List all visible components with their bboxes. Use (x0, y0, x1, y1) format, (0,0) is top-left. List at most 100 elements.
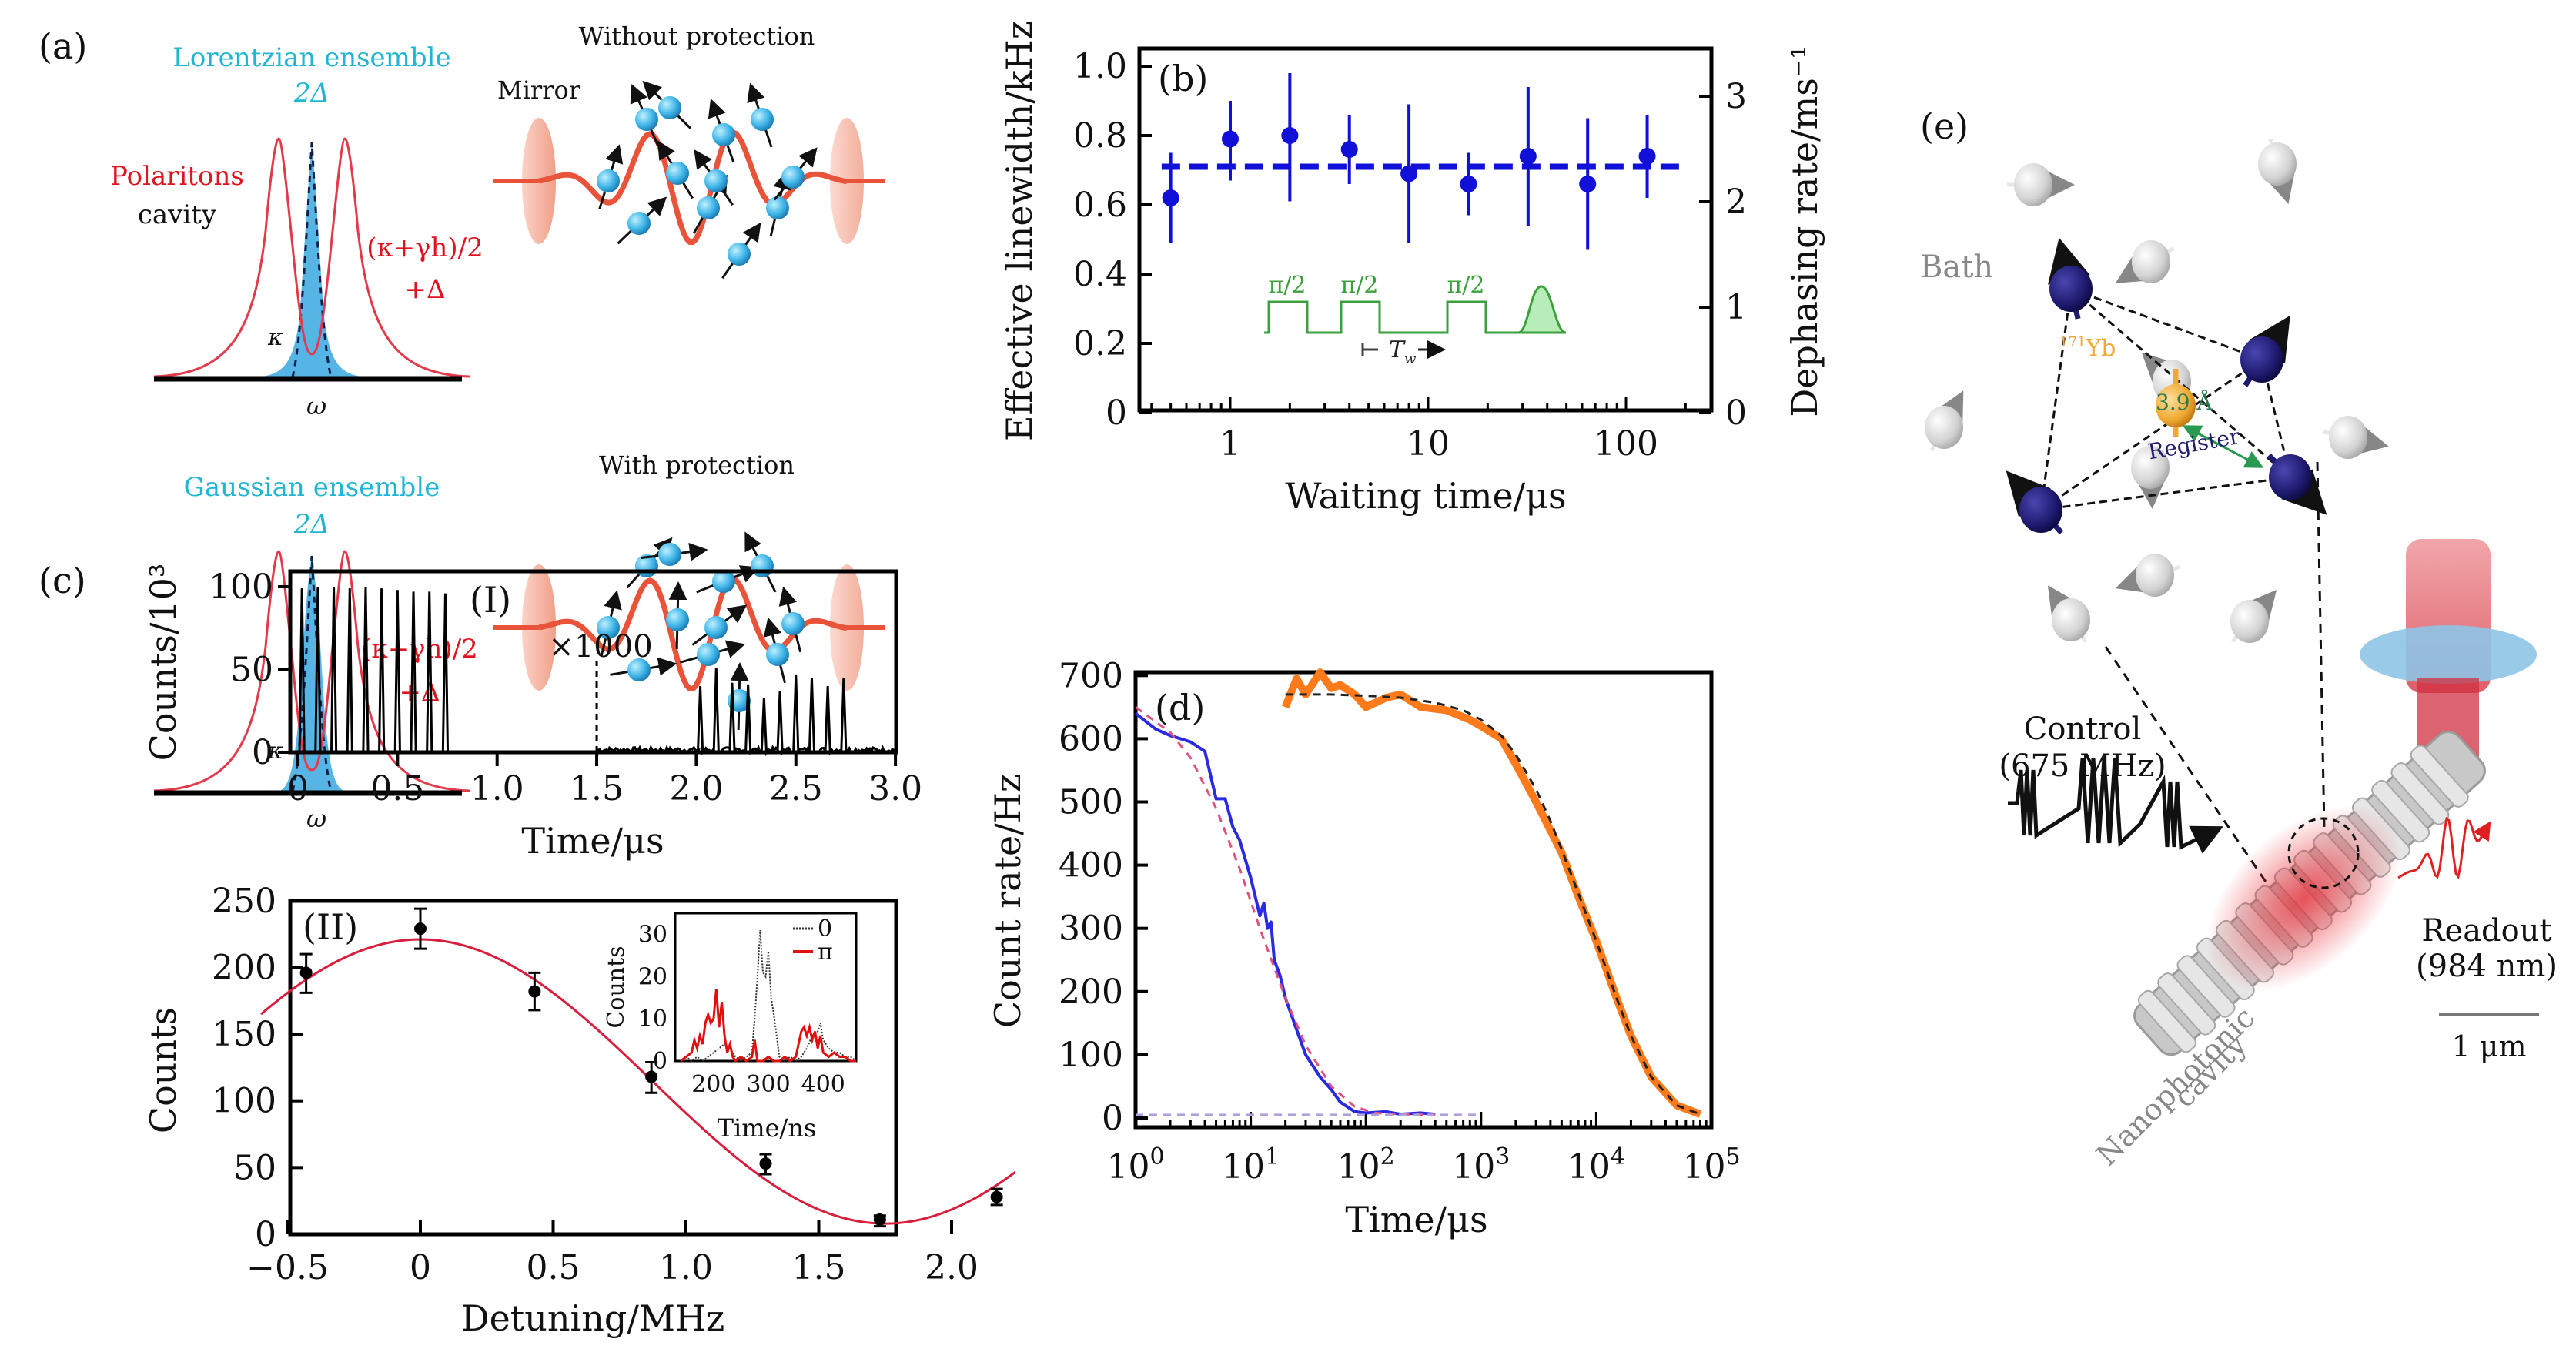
pulse-sequence-inset: π/2 π/2 π/2 Tw (1264, 272, 1567, 367)
bath-spin-icon (2014, 163, 2052, 206)
atom-spin-icon (781, 166, 805, 189)
yb-ion-icon (2156, 384, 2196, 427)
polariton-curve-bottom (153, 550, 470, 792)
data-point (528, 985, 541, 998)
control-pulse-icon (2008, 758, 2223, 854)
y-tick-label: 0 (1106, 393, 1127, 433)
cavity-rib (2137, 989, 2196, 1053)
data-point (299, 966, 313, 979)
y-tick-label: 200 (212, 948, 276, 987)
panel-b-ylabel-right: Dephasing rate/ms⁻¹ (1784, 45, 1825, 417)
y-tick-label: 400 (1059, 846, 1123, 885)
y-tick-label: 0 (1102, 1099, 1123, 1138)
data-point (990, 1190, 1003, 1203)
register-link-line (2040, 358, 2263, 511)
data-point (1400, 165, 1418, 182)
panel-c2-inset: 0 10 20 30 200 300 400 Counts Time/ns 0 π (603, 912, 858, 1143)
atom-spin-icon (766, 643, 789, 666)
x-tick-label: 105 (1682, 1143, 1740, 1187)
polariton-curve (153, 137, 470, 378)
splitting-label-top-2: +Δ (404, 274, 445, 305)
y-tick-label: 150 (212, 1015, 276, 1054)
bath-spin-icon (1925, 406, 1963, 449)
gaussian-title: Gaussian ensemble (184, 472, 440, 503)
x-tick-label: −0.5 (246, 1248, 329, 1287)
pulse-trace (298, 586, 454, 754)
inset-ylabel: Counts (603, 946, 630, 1028)
panel-d-label: (d) (1155, 687, 1205, 728)
panel-d-xlabel: Time/μs (1345, 1199, 1487, 1240)
panel-c1-sublabel: (I) (470, 579, 511, 621)
panel-a-bottom-scene: With protection (493, 450, 885, 731)
y-tick-label: 0 (255, 1215, 276, 1254)
x-tick-label: 0 (410, 1248, 431, 1287)
atom-spin-icon (751, 554, 774, 577)
panel-b-ylabel: Effective linewidth/kHz (999, 21, 1040, 441)
inset-legend-label-pi: π (818, 939, 833, 966)
y-tick-label: 100 (209, 567, 273, 607)
panel-c2-sublabel: (II) (303, 906, 358, 948)
bath-spin-icon (2132, 240, 2170, 283)
panel-c-label: (c) (38, 560, 86, 601)
cavity-mode-glow (2206, 805, 2402, 992)
atom-spin-icon (666, 608, 689, 631)
distance-arrow (2182, 425, 2264, 468)
bath-spin-icon (2230, 600, 2269, 643)
panel-b-frame (1137, 46, 1714, 413)
control-label-2: (675 MHz) (1999, 748, 2166, 784)
panel-c2-xlabel: Detuning/MHz (461, 1297, 725, 1339)
atom-spin-icon (766, 196, 789, 219)
cavity-mode-dashed (291, 142, 333, 378)
data-point (1222, 130, 1239, 148)
y-tick-label: 300 (1059, 909, 1123, 949)
y-tick-label: 250 (212, 882, 276, 921)
atom-spin-icon (597, 616, 620, 639)
splitting-label-bottom-1: (κ+γh)/2 (361, 634, 478, 664)
register-spin-icon (2049, 266, 2093, 312)
panel-d-chart: 0 100 200 300 400 500 600 700 100 101 102 103 104 105… (987, 656, 1741, 1240)
kappa-label-top: κ (267, 324, 283, 351)
atom-spin-icon (697, 196, 720, 219)
mirror-label: Mirror (497, 75, 581, 105)
y-tick-label: 50 (230, 651, 273, 690)
nanophotonic-cavity-icon (2133, 730, 2486, 1056)
cavity-rib (2410, 745, 2469, 808)
atom-spin-icon (751, 108, 774, 131)
y-tick-label: 1.0 (1073, 47, 1127, 86)
atom-spin-icon (712, 123, 735, 146)
x-tick-label: 2.0 (925, 1248, 979, 1287)
lorentzian-ensemble-fill (254, 142, 370, 377)
splitting-label-top-1: (κ+γh)/2 (366, 233, 483, 263)
readout-label-1: Readout (2421, 913, 2551, 949)
atom-spin-icon (666, 162, 689, 185)
cavity-wave (538, 129, 848, 245)
bath-label: Bath (1920, 249, 1993, 285)
y-tick-label: 0.2 (1073, 324, 1127, 363)
objective-lens-icon (2360, 625, 2537, 684)
pulse-label-1: π/2 (1269, 272, 1306, 299)
x-tick-label: 100 (1106, 1143, 1164, 1187)
data-point (414, 922, 427, 936)
panel-d-frame (1133, 670, 1714, 1130)
scale-bar-label: 1 μm (2452, 1029, 2527, 1063)
atom-spin-icon (704, 616, 728, 639)
without-protection-title: Without protection (579, 22, 815, 51)
atom-spin-icon (697, 643, 720, 666)
y-tick-label: 100 (1059, 1036, 1123, 1075)
y-tick-label: 0.4 (1073, 255, 1127, 294)
panel-a-top-spectrum: Lorentzian ensemble 2Δ Polaritons cavity… (110, 42, 483, 420)
panel-b-label: (b) (1158, 58, 1208, 99)
panel-c1-ylabel: Counts/10³ (142, 564, 184, 762)
omega-label-bottom: ω (306, 804, 326, 833)
pulse-label-3: π/2 (1447, 272, 1485, 299)
x-tick-label: 1.0 (470, 769, 524, 808)
data-point (1281, 127, 1299, 144)
panel-c2-ylabel: Counts (142, 1007, 184, 1133)
short-decay-data-line (1134, 711, 1436, 1116)
inset-frame (674, 912, 858, 1063)
gaussian-ensemble-fill (277, 556, 346, 792)
pulse-sequence-line (1264, 300, 1518, 334)
atom-spin-icon (635, 108, 658, 131)
x-tick-label: 101 (1222, 1143, 1280, 1187)
